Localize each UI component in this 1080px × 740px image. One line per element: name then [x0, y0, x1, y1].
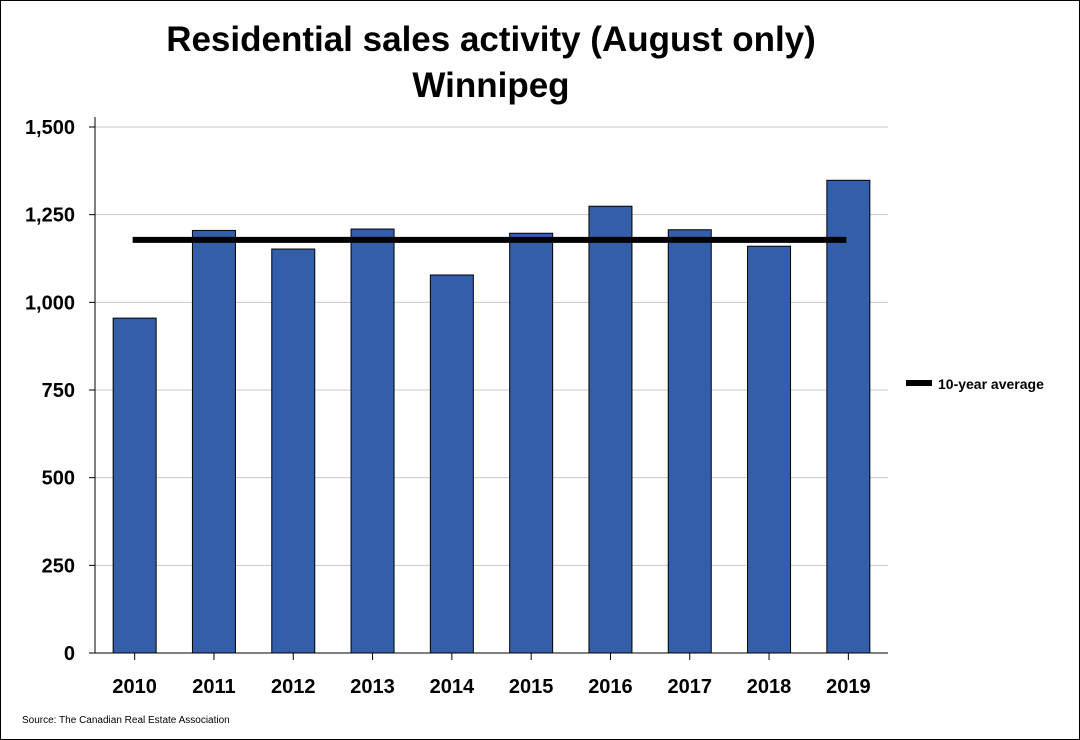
bar-2015: [509, 232, 554, 654]
bar-2013: [350, 228, 395, 654]
x-tick-label: 2013: [350, 676, 395, 698]
chart-subtitle: Winnipeg: [412, 66, 569, 105]
bar-2019: [826, 179, 871, 654]
legend-label-10-year-average: 10-year average: [938, 376, 1044, 392]
y-tick-label: 0: [64, 643, 75, 665]
x-tick-label: 2015: [509, 676, 554, 698]
axes: [89, 117, 888, 660]
bar-2014: [429, 274, 474, 654]
y-tick-labels: 0 250 500 750 1,000 1,250 1,500: [25, 117, 75, 665]
x-tick-label: 2017: [668, 676, 713, 698]
bars: [112, 179, 871, 654]
x-tick-label: 2016: [588, 676, 633, 698]
y-tick-label: 750: [42, 380, 75, 402]
x-tick-labels: 2010 2011 2012 2013 2014 2015 2016 2017 2018 2019: [112, 676, 870, 698]
bar-2018: [747, 245, 792, 654]
bar-2010: [112, 317, 157, 654]
x-tick-label: 2010: [112, 676, 157, 698]
y-tick-label: 1,500: [25, 117, 75, 139]
y-tick-label: 1,250: [25, 205, 75, 227]
x-tick-label: 2011: [192, 676, 235, 698]
x-tick-label: 2014: [430, 676, 475, 698]
bar-2017: [667, 229, 712, 654]
bar-2012: [271, 248, 316, 654]
x-tick-label: 2018: [747, 676, 792, 698]
y-tick-label: 250: [42, 555, 75, 577]
y-tick-label: 500: [42, 468, 75, 490]
x-tick-label: 2019: [826, 676, 871, 698]
x-tick-label: 2012: [271, 676, 316, 698]
bar-2011: [191, 229, 236, 654]
legend: 10-year average: [906, 376, 1044, 392]
chart-title: Residential sales activity (August only): [166, 20, 816, 59]
y-tick-label: 1,000: [25, 292, 75, 314]
source-note: Source: The Canadian Real Estate Associa…: [22, 715, 230, 726]
bar-2016: [588, 205, 633, 654]
